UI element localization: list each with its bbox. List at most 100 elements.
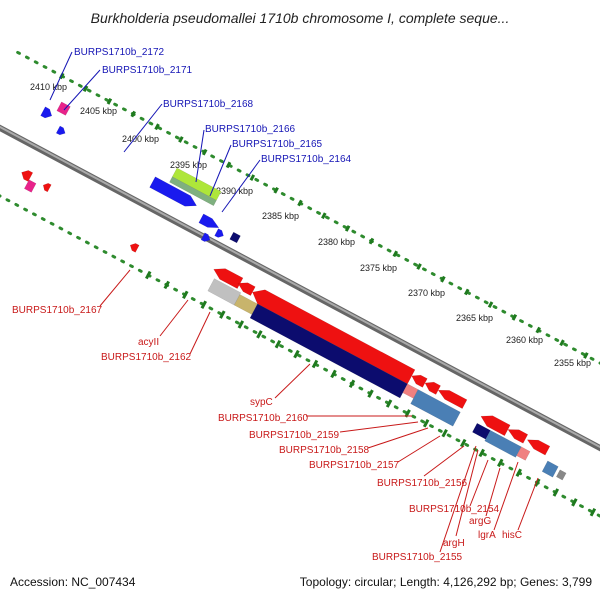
cds-pink xyxy=(23,179,37,193)
tick-label: 2375 kbp xyxy=(360,263,397,273)
cds-reverse xyxy=(21,170,34,182)
tick-mark xyxy=(534,478,541,487)
label-burps2172-leader xyxy=(49,51,73,101)
cds-reverse xyxy=(507,429,529,444)
label-burps2165-leader xyxy=(209,144,232,197)
accession-label: Accession: NC_007434 xyxy=(10,575,136,589)
label-burps2165: BURPS1710b_2165 xyxy=(232,139,323,150)
tick-mark xyxy=(293,349,300,359)
tick-mark xyxy=(515,468,522,477)
tick-mark xyxy=(368,237,375,245)
tick-label: 2410 kbp xyxy=(30,82,67,92)
topology-label: Topology: circular; Length: 4,126,292 bp… xyxy=(299,575,592,589)
tick-mark xyxy=(256,330,263,339)
label-burps2167-leader xyxy=(99,269,131,307)
label-burps2154-leader xyxy=(469,459,489,507)
cds-grey xyxy=(555,469,567,481)
cds-steel xyxy=(541,460,559,478)
label-burps2157-leader xyxy=(397,435,441,463)
tick-mark xyxy=(163,280,170,290)
tick-mark xyxy=(330,369,337,379)
cds-reverse xyxy=(237,282,256,296)
tick-label: 2390 kbp xyxy=(216,186,253,196)
tick-mark xyxy=(237,320,245,329)
label-burps2172: BURPS1710b_2172 xyxy=(74,47,165,58)
tick-mark xyxy=(82,85,89,93)
label-acyII: acyII xyxy=(138,337,159,348)
label-burps2167: BURPS1710b_2167 xyxy=(12,305,103,316)
cds-reverse xyxy=(526,439,551,456)
label-burps2168-leader xyxy=(123,103,163,153)
label-burps2159: BURPS1710b_2159 xyxy=(249,430,340,441)
tick-mark xyxy=(59,72,65,80)
tick-track-inner xyxy=(0,194,600,518)
cds-reverse xyxy=(411,374,428,388)
tick-mark xyxy=(200,300,208,309)
tick-mark xyxy=(145,270,152,280)
label-burps2158: BURPS1710b_2158 xyxy=(279,445,370,456)
label-lgrA-leader xyxy=(493,461,519,531)
label-hisC: hisC xyxy=(502,530,522,541)
tick-mark xyxy=(344,225,351,232)
tick-mark xyxy=(583,352,589,359)
label-burps2171: BURPS1710b_2171 xyxy=(102,65,193,76)
cds-reverse xyxy=(129,243,140,253)
tick-mark xyxy=(225,161,232,169)
tick-mark xyxy=(182,290,189,300)
tick-mark xyxy=(589,508,597,517)
tick-mark xyxy=(464,288,470,296)
tick-label: 2365 kbp xyxy=(456,313,493,323)
tick-mark xyxy=(478,448,485,458)
tick-mark xyxy=(321,212,327,220)
cds-reverse xyxy=(480,415,511,437)
cds-reverse xyxy=(424,381,441,395)
cds-forward xyxy=(149,176,198,207)
label-argH: argH xyxy=(443,538,465,549)
tick-mark xyxy=(416,263,422,270)
tick-mark xyxy=(535,326,541,334)
tick-mark xyxy=(440,275,446,283)
label-burps2164-leader xyxy=(221,159,261,213)
label-burps2159-leader xyxy=(339,421,419,433)
tick-mark xyxy=(552,488,560,497)
cds-forward xyxy=(198,213,220,228)
tick-track-outer xyxy=(16,50,600,365)
tick-mark xyxy=(273,186,279,194)
label-burps2158-leader xyxy=(367,427,429,449)
label-argG-leader xyxy=(485,467,501,517)
label-burps2156: BURPS1710b_2156 xyxy=(377,478,468,489)
label-burps2156-leader xyxy=(423,445,465,477)
label-argG: argG xyxy=(469,516,491,527)
cds-pink-light xyxy=(516,446,531,461)
tick-mark xyxy=(249,174,256,181)
label-lgrA: lgrA xyxy=(478,530,496,541)
tick-mark xyxy=(459,438,467,448)
tick-label: 2395 kbp xyxy=(170,160,207,170)
tick-mark xyxy=(106,98,113,105)
tick-mark xyxy=(571,498,578,507)
tick-mark xyxy=(219,310,226,319)
tick-mark xyxy=(201,148,208,156)
tick-label: 2400 kbp xyxy=(122,134,159,144)
label-burps2155: BURPS1710b_2155 xyxy=(372,552,463,563)
tick-mark xyxy=(422,419,430,428)
tick-mark xyxy=(154,123,160,131)
cds-reverse xyxy=(42,182,52,193)
tick-label: 2355 kbp xyxy=(554,358,591,368)
cds-forward xyxy=(40,106,53,119)
label-burps2171-leader xyxy=(63,69,101,111)
tick-mark xyxy=(367,389,374,398)
tick-mark xyxy=(392,250,399,258)
label-argH-leader xyxy=(455,449,479,537)
tick-mark xyxy=(297,199,303,207)
label-burps2164: BURPS1710b_2164 xyxy=(261,154,352,165)
label-burps2155-leader xyxy=(439,445,477,553)
tick-label: 2360 kbp xyxy=(506,335,543,345)
label-acyII-leader xyxy=(159,299,189,337)
cds-steel xyxy=(484,430,522,458)
cds-pink xyxy=(56,101,71,116)
cds-reverse xyxy=(213,268,244,289)
cds-forward xyxy=(55,125,66,136)
tick-mark xyxy=(130,110,136,118)
